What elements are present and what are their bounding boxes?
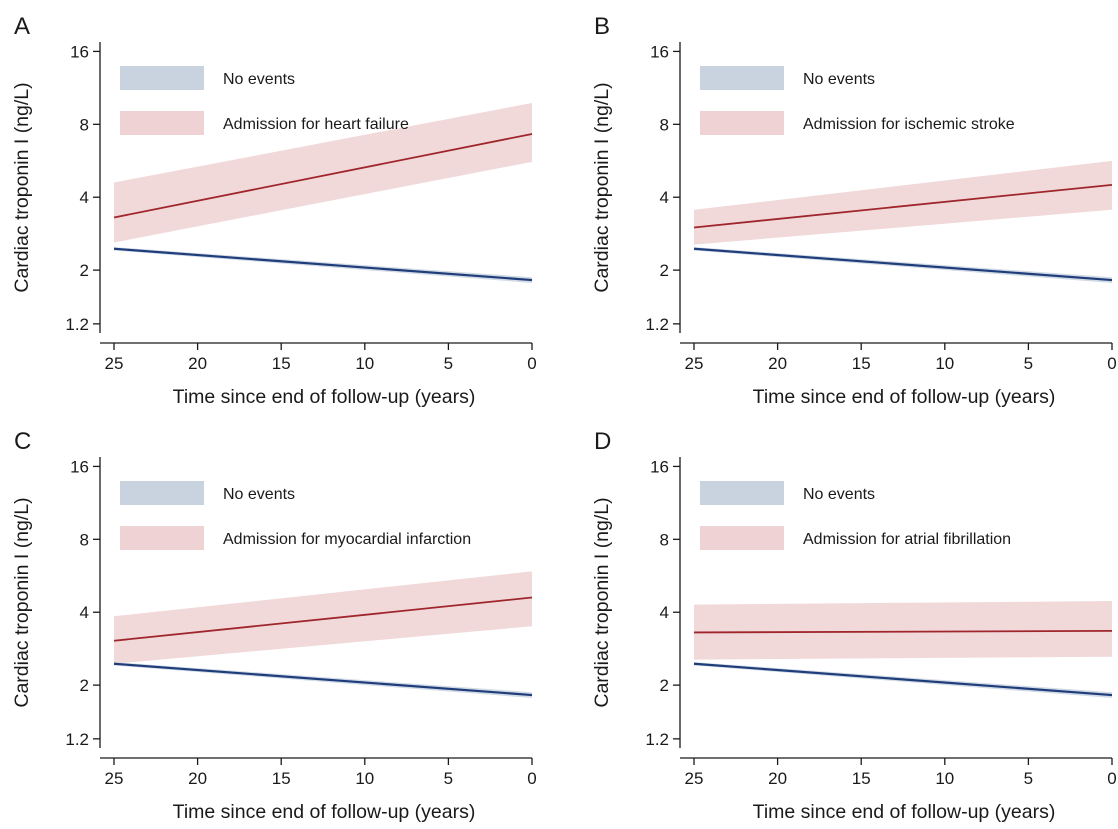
y-tick-label: 2: [660, 261, 669, 280]
legend-swatch-1: [120, 526, 204, 550]
y-tick-label: 4: [660, 603, 669, 622]
x-tick-label: 5: [1024, 769, 1033, 788]
legend-swatch-0: [700, 481, 784, 505]
x-tick-label: 25: [685, 769, 704, 788]
x-tick-label: 25: [105, 769, 124, 788]
x-tick-label: 5: [444, 354, 453, 373]
y-tick-label: 1.2: [65, 730, 89, 749]
x-tick-label: 5: [444, 769, 453, 788]
panel-label: B: [594, 13, 610, 40]
legend-label-1: Admission for atrial fibrillation: [803, 531, 1011, 548]
y-axis-label: Cardiac troponin I (ng/L): [591, 497, 613, 707]
x-tick-label: 15: [272, 769, 291, 788]
x-tick-label: 20: [768, 354, 787, 373]
x-axis-label: Time since end of follow-up (years): [173, 801, 476, 823]
y-tick-label: 16: [70, 457, 89, 476]
series-1-ci-band: [694, 160, 1112, 245]
y-axis-label: Cardiac troponin I (ng/L): [11, 497, 33, 707]
y-tick-label: 16: [70, 42, 89, 61]
legend-label-0: No events: [223, 71, 295, 88]
y-tick-label: 4: [80, 188, 89, 207]
series-1-line: [113, 133, 533, 219]
panel-label: C: [14, 428, 31, 455]
y-tick-label: 8: [80, 115, 89, 134]
y-axis-label: Cardiac troponin I (ng/L): [11, 82, 33, 292]
panel-a: A 1.2 2 4 8 16 25 20 15 10 5 0 Time since end of fol…: [11, 13, 537, 408]
y-tick-label: 1.2: [645, 315, 669, 334]
legend-label-0: No events: [803, 486, 875, 503]
y-axis-label: Cardiac troponin I (ng/L): [591, 82, 613, 292]
y-tick-label: 4: [660, 188, 669, 207]
x-axis-label: Time since end of follow-up (years): [753, 386, 1056, 408]
panel-label: D: [594, 428, 611, 455]
series-0-line: [693, 247, 1113, 282]
legend-label-0: No events: [223, 486, 295, 503]
x-tick-label: 5: [1024, 354, 1033, 373]
series-1-line: [693, 183, 1113, 229]
y-tick-label: 1.2: [645, 730, 669, 749]
y-tick-label: 2: [660, 676, 669, 695]
x-tick-label: 20: [188, 354, 207, 373]
series-0-line: [693, 662, 1113, 697]
series-1-line: [693, 629, 1113, 634]
legend-swatch-1: [120, 111, 204, 135]
legend-label-1: Admission for heart failure: [223, 116, 409, 133]
x-tick-label: 25: [685, 354, 704, 373]
x-axis-label: Time since end of follow-up (years): [173, 386, 476, 408]
legend-swatch-1: [700, 111, 784, 135]
y-tick-label: 8: [660, 530, 669, 549]
y-tick-label: 16: [650, 457, 669, 476]
y-tick-label: 8: [660, 115, 669, 134]
x-tick-label: 20: [188, 769, 207, 788]
x-tick-label: 0: [1107, 354, 1116, 373]
panel-b: B 1.2 2 4 8 16 25 20 15 10 5 0 Time since end of fol…: [591, 13, 1117, 408]
x-tick-label: 15: [852, 354, 871, 373]
panel-label: A: [14, 13, 30, 40]
y-tick-label: 1.2: [65, 315, 89, 334]
x-tick-label: 25: [105, 354, 124, 373]
y-tick-label: 16: [650, 42, 669, 61]
x-tick-label: 15: [852, 769, 871, 788]
x-tick-label: 15: [272, 354, 291, 373]
legend-label-0: No events: [803, 71, 875, 88]
y-tick-label: 4: [80, 603, 89, 622]
y-tick-label: 2: [80, 676, 89, 695]
x-tick-label: 10: [935, 354, 954, 373]
x-tick-label: 10: [935, 769, 954, 788]
x-tick-label: 10: [355, 769, 374, 788]
x-axis-label: Time since end of follow-up (years): [753, 801, 1056, 823]
y-tick-label: 2: [80, 261, 89, 280]
series-1-line: [113, 596, 533, 642]
legend-label-1: Admission for ischemic stroke: [803, 116, 1015, 133]
x-tick-label: 0: [1107, 769, 1116, 788]
series-0-line: [113, 247, 533, 282]
legend-swatch-1: [700, 526, 784, 550]
x-tick-label: 20: [768, 769, 787, 788]
y-tick-label: 8: [80, 530, 89, 549]
x-tick-label: 0: [527, 354, 536, 373]
x-tick-label: 0: [527, 769, 536, 788]
panel-c: C 1.2 2 4 8 16 25 20 15 10 5 0 Time since end of fol…: [11, 428, 537, 823]
x-tick-label: 10: [355, 354, 374, 373]
legend-swatch-0: [120, 481, 204, 505]
legend-label-1: Admission for myocardial infarction: [223, 531, 471, 548]
series-0-line: [113, 662, 533, 697]
series-1-ci-band: [114, 571, 532, 664]
panel-d: D 1.2 2 4 8 16 25 20 15 10 5 0 Time since end of fol…: [591, 428, 1117, 823]
series-1-ci-band: [694, 601, 1112, 660]
legend-swatch-0: [700, 66, 784, 90]
legend-swatch-0: [120, 66, 204, 90]
series-1-ci-band: [114, 102, 532, 243]
